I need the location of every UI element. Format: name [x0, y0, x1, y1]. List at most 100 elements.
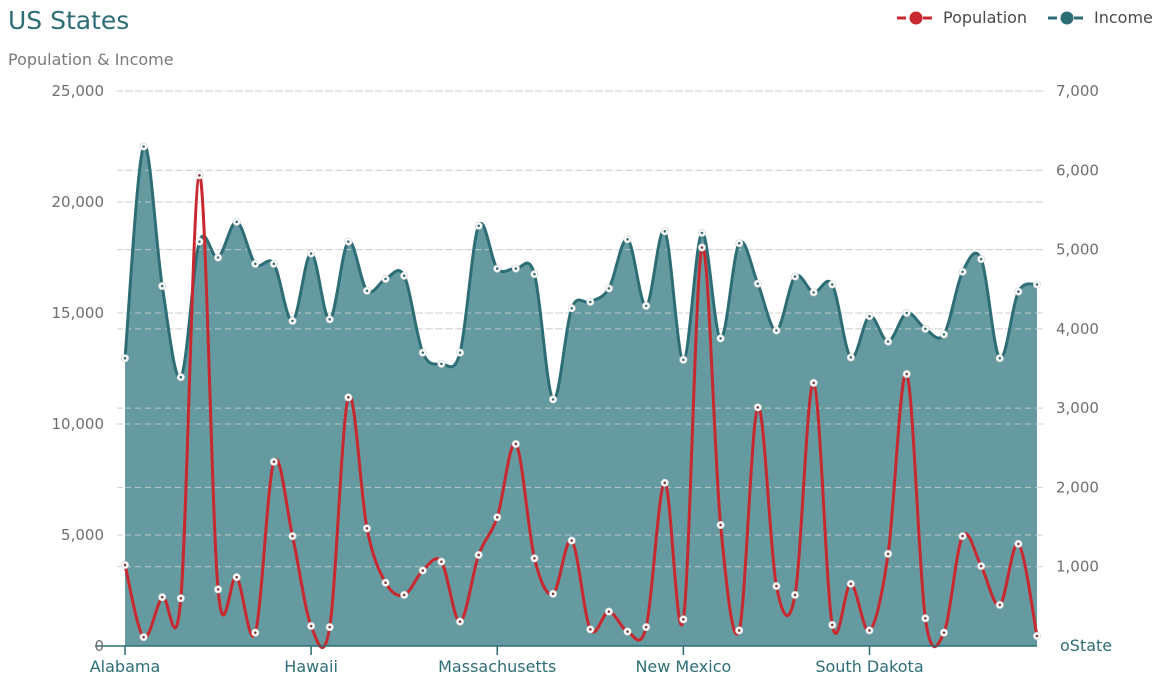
population-point-dot-16: [421, 569, 425, 572]
income-point-dot-43: [924, 327, 927, 331]
income-point-dot-18: [458, 351, 462, 354]
population-point-dot-24: [570, 539, 573, 542]
income-point-dot-40: [868, 314, 871, 318]
population-point-dot-38: [830, 623, 834, 627]
x-tick-label-1: Hawaii: [284, 657, 338, 676]
population-point-dot-4: [198, 174, 201, 177]
income-point-dot-27: [626, 237, 629, 241]
y-right-tick-label-2: 3,000: [1056, 399, 1099, 417]
y-right-tick-label-5: 6,000: [1056, 161, 1099, 179]
income-point-dot-45: [961, 270, 964, 274]
y-left-tick-label-1: 5,000: [61, 526, 104, 544]
y-right-tick-label-0: 1,000: [1056, 558, 1099, 576]
income-point-dot-17: [440, 362, 443, 366]
income-point-dot-30: [682, 358, 685, 362]
chart-title: US States: [8, 6, 129, 35]
income-point-dot-37: [812, 291, 815, 294]
population-point-dot-42: [905, 372, 909, 376]
y-left-tick-label-4: 20,000: [52, 193, 105, 211]
population-point-dot-41: [886, 552, 890, 556]
population-point-dot-13: [365, 527, 369, 530]
population-point-dot-40: [868, 629, 871, 632]
income-point-dot-38: [830, 283, 834, 286]
legend-item-income[interactable]: Income: [1048, 8, 1153, 27]
axes: Alabama Hawaii Massachusetts New Mexico Sout…: [52, 82, 1113, 676]
income-point-dot-1: [142, 145, 145, 148]
population-point-dot-30: [682, 618, 685, 621]
income-point-dot-14: [384, 277, 387, 281]
income-point-dot-48: [1017, 290, 1020, 293]
income-point-dot-41: [886, 340, 890, 343]
population-point-dot-7: [253, 631, 257, 634]
legend-income-marker: [1060, 11, 1074, 25]
income-point-dot-20: [495, 267, 499, 270]
income-point-dot-8: [272, 262, 276, 266]
income-point-dot-4: [198, 240, 201, 243]
y-right-tick-label-6: 7,000: [1056, 82, 1099, 100]
population-point-dot-14: [384, 581, 387, 585]
legend-population-marker: [909, 11, 923, 25]
income-point-dot-16: [421, 351, 425, 354]
population-point-dot-39: [849, 582, 853, 586]
y-right-tick-label-3: 4,000: [1056, 320, 1099, 338]
legend[interactable]: Population Income: [897, 8, 1153, 27]
population-point-dot-20: [495, 515, 499, 519]
income-point-dot-26: [607, 287, 611, 290]
income-area-fill: [125, 145, 1037, 647]
income-point-dot-39: [849, 356, 853, 359]
population-point-dot-6: [235, 575, 238, 579]
population-point-dot-2: [160, 595, 164, 599]
income-point-dot-29: [663, 230, 667, 233]
gridlines-overlay: [125, 90, 1037, 568]
income-point-dot-22: [533, 272, 536, 276]
x-tick-label-3: New Mexico: [635, 657, 731, 676]
population-point-dot-3: [179, 596, 183, 600]
population-point-dot-28: [644, 625, 648, 629]
income-point-dot-7: [253, 262, 257, 266]
income-point-dot-13: [365, 289, 369, 293]
population-point-dot-23: [551, 592, 555, 596]
income-point-dot-46: [979, 257, 983, 261]
income-point-dot-44: [942, 333, 946, 336]
population-point-dot-48: [1017, 542, 1020, 546]
income-point-dot-49: [1035, 283, 1039, 286]
income-point-dot-11: [328, 318, 332, 321]
population-point-dot-19: [477, 553, 480, 557]
population-point-dot-47: [998, 603, 1002, 607]
population-point-dot-46: [979, 564, 983, 568]
population-point-dot-1: [142, 635, 145, 639]
x-tick-label-0: Alabama: [90, 657, 161, 676]
population-point-dot-9: [291, 534, 294, 538]
population-point-dot-8: [272, 460, 276, 464]
income-point-dot-21: [514, 267, 518, 270]
income-point-dot-28: [644, 304, 648, 308]
legend-income-label: Income: [1094, 8, 1153, 27]
population-point-dot-5: [216, 588, 220, 591]
income-point-dot-3: [179, 375, 183, 379]
population-point-dot-0: [123, 563, 127, 567]
x-tick-label-4: South Dakota: [815, 657, 923, 676]
income-point-dot-42: [905, 311, 909, 315]
population-point-dot-34: [756, 406, 760, 409]
income-point-dot-10: [309, 252, 313, 255]
income-area: [125, 145, 1037, 647]
population-point-dot-12: [347, 396, 350, 399]
y-left-tick-label-2: 10,000: [52, 415, 105, 433]
income-point-dot-34: [756, 282, 760, 285]
population-point-dot-37: [812, 381, 815, 385]
legend-item-population[interactable]: Population: [897, 8, 1027, 27]
population-point-dot-32: [719, 523, 722, 527]
population-point-dot-11: [328, 625, 332, 629]
population-point-dot-26: [607, 610, 611, 613]
chart-subtitle: Population & Income: [8, 50, 174, 69]
series-points: [121, 142, 1042, 642]
population-point-dot-21: [514, 442, 518, 446]
y-left-tick-label-0: 0: [94, 637, 104, 655]
income-point-dot-24: [570, 306, 573, 310]
population-point-dot-49: [1035, 634, 1039, 638]
income-point-dot-6: [235, 220, 238, 224]
y-right-tick-label-1: 2,000: [1056, 478, 1099, 496]
population-point-dot-33: [737, 629, 741, 632]
y-right-tick-label-4: 5,000: [1056, 241, 1099, 259]
